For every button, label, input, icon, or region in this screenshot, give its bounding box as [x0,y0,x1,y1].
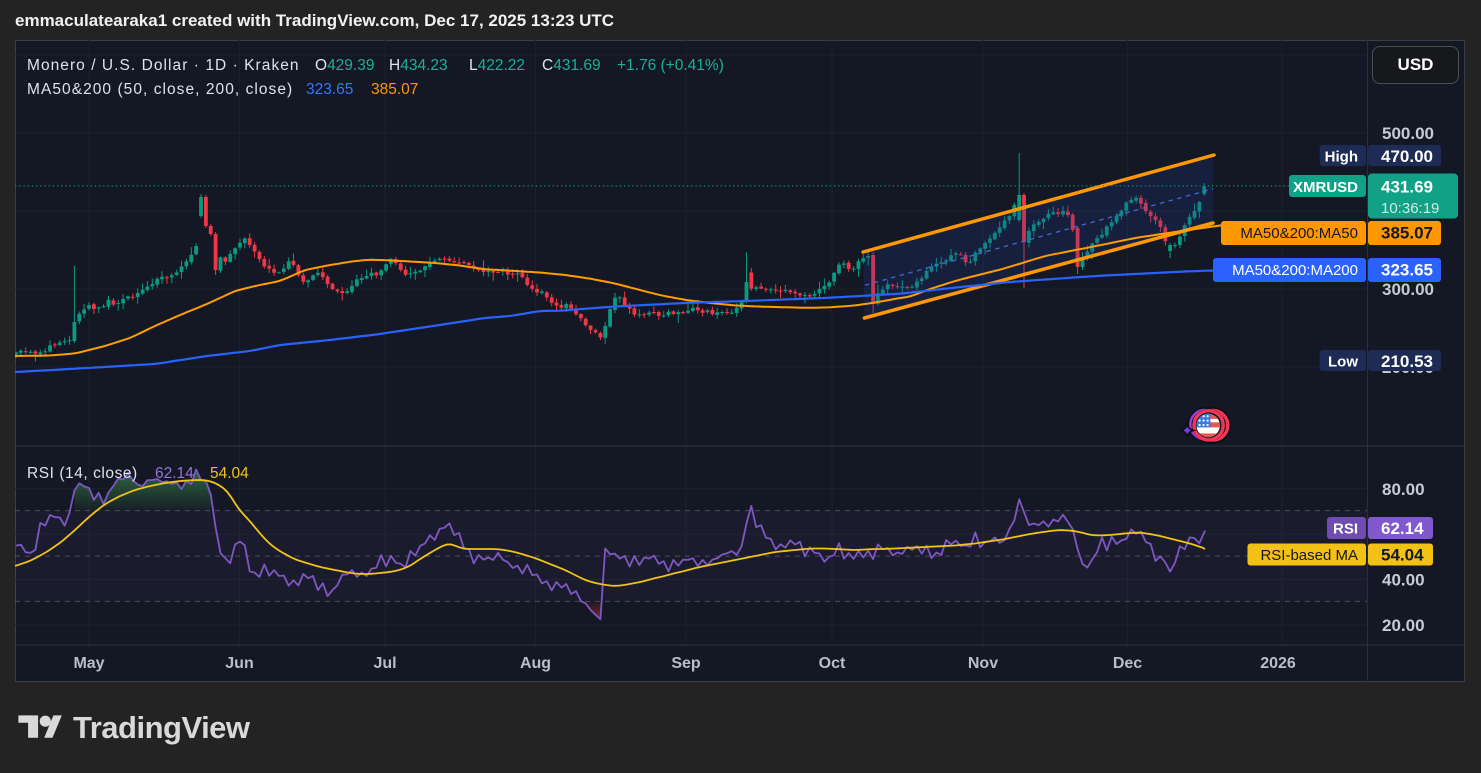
svg-text:470.00: 470.00 [1381,147,1433,166]
svg-text:May: May [73,655,104,672]
svg-text:Low: Low [1328,354,1358,371]
svg-text:2026: 2026 [1260,655,1296,672]
svg-text:385.07: 385.07 [1381,224,1433,243]
svg-text:Jun: Jun [225,655,253,672]
svg-text:210.53: 210.53 [1381,352,1433,371]
svg-text:Oct: Oct [819,655,846,672]
svg-text:RSI-based MA: RSI-based MA [1260,547,1358,564]
svg-text:323.65: 323.65 [1381,261,1433,280]
svg-text:431.69: 431.69 [1381,178,1433,197]
svg-text:High: High [1325,149,1358,166]
svg-text:MA50&200:MA50: MA50&200:MA50 [1240,225,1358,242]
svg-text:Nov: Nov [968,655,998,672]
svg-text:80.00: 80.00 [1382,480,1425,499]
svg-text:Aug: Aug [520,655,551,672]
svg-text:Jul: Jul [373,655,396,672]
svg-text:500.00: 500.00 [1382,124,1434,143]
svg-text:RSI: RSI [1333,521,1358,538]
svg-text:40.00: 40.00 [1382,571,1425,590]
svg-text:Dec: Dec [1113,655,1142,672]
svg-text:10:36:19: 10:36:19 [1381,200,1439,217]
svg-text:300.00: 300.00 [1382,280,1434,299]
svg-text:20.00: 20.00 [1382,616,1425,635]
svg-text:54.04: 54.04 [1381,546,1424,565]
svg-text:62.14: 62.14 [1381,519,1424,538]
svg-text:MA50&200:MA200: MA50&200:MA200 [1232,262,1358,279]
svg-text:XMRUSD: XMRUSD [1293,179,1358,196]
svg-text:Sep: Sep [671,655,701,672]
